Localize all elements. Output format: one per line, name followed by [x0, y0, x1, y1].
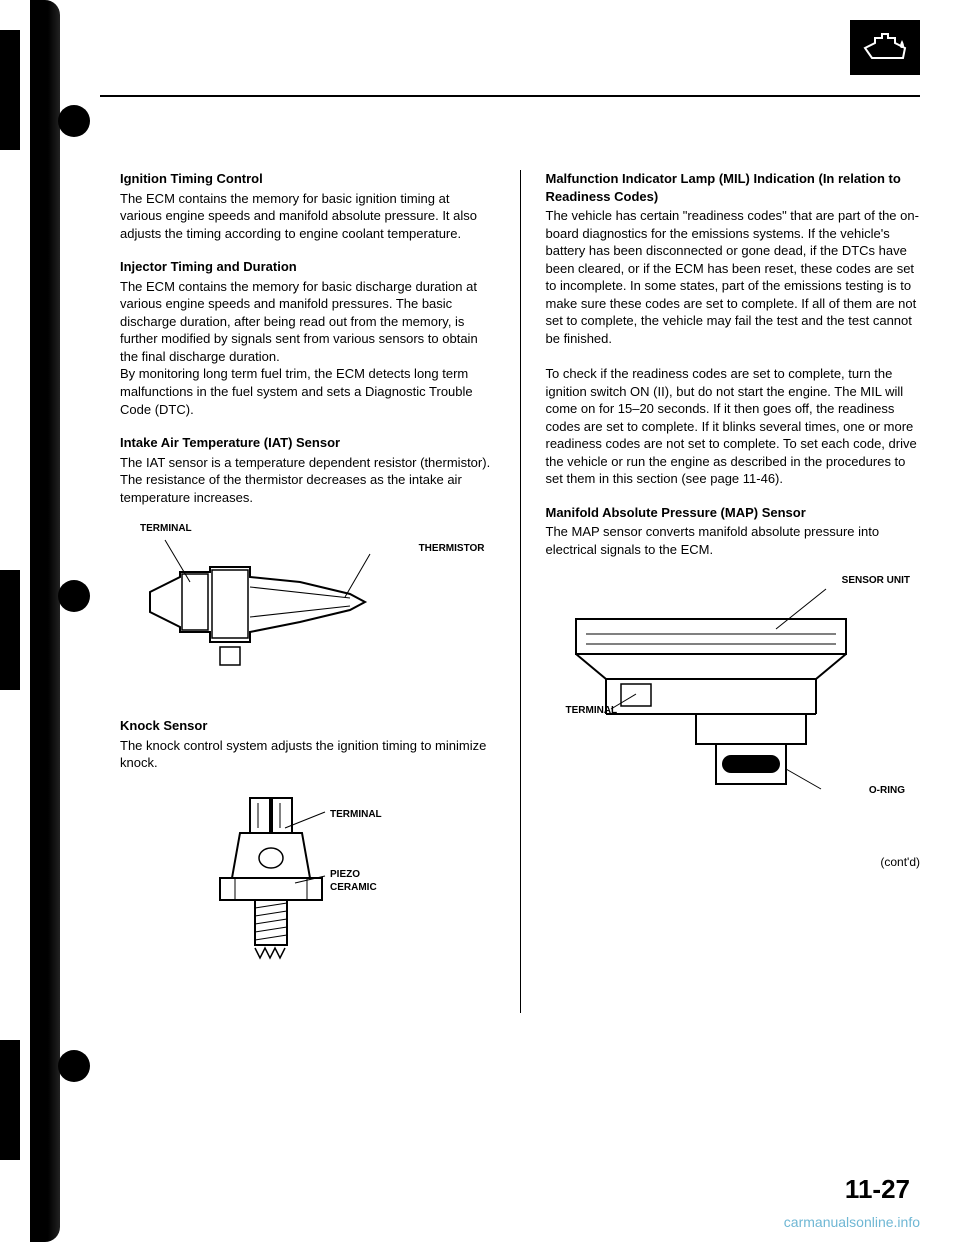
watermark: carmanualsonline.info — [784, 1213, 920, 1232]
section-title: Ignition Timing Control — [120, 170, 495, 188]
section-title: Knock Sensor — [120, 717, 495, 735]
section-body: The ECM contains the memory for basic ig… — [120, 190, 495, 243]
section-body: The vehicle has certain "readiness codes… — [546, 207, 921, 347]
section-title: Intake Air Temperature (IAT) Sensor — [120, 434, 495, 452]
label-oring: O-RING — [869, 784, 905, 798]
section-injector-timing: Injector Timing and Duration The ECM con… — [120, 258, 495, 418]
section-map-sensor: Manifold Absolute Pressure (MAP) Sensor … — [546, 504, 921, 559]
figure-knock-sensor: TERMINAL PIEZO CERAMIC — [180, 788, 495, 988]
page-number: 11-27 — [845, 1172, 910, 1207]
label-thermistor: THERMISTOR — [419, 542, 485, 556]
section-body: The MAP sensor converts manifold absolut… — [546, 523, 921, 558]
section-iat-sensor: Intake Air Temperature (IAT) Sensor The … — [120, 434, 495, 506]
section-body: The ECM contains the memory for basic di… — [120, 278, 495, 418]
section-body: The knock control system adjusts the ign… — [120, 737, 495, 772]
left-column: Ignition Timing Control The ECM contains… — [120, 170, 495, 1013]
section-mil-indication: Malfunction Indicator Lamp (MIL) Indicat… — [546, 170, 921, 488]
section-title: Manifold Absolute Pressure (MAP) Sensor — [546, 504, 921, 522]
right-column: Malfunction Indicator Lamp (MIL) Indicat… — [546, 170, 921, 1013]
section-body: To check if the readiness codes are set … — [546, 365, 921, 488]
section-knock-sensor: Knock Sensor The knock control system ad… — [120, 717, 495, 772]
figure-iat-sensor: TERMINAL THERMISTOR — [120, 522, 495, 692]
section-title: Malfunction Indicator Lamp (MIL) Indicat… — [546, 170, 921, 205]
section-title: Injector Timing and Duration — [120, 258, 495, 276]
figure-map-sensor: SENSOR UNIT TERMINAL O-RING — [546, 574, 921, 824]
continued-label: (cont'd) — [546, 854, 921, 870]
section-ignition-timing: Ignition Timing Control The ECM contains… — [120, 170, 495, 242]
section-body: The IAT sensor is a temperature dependen… — [120, 454, 495, 507]
column-divider — [520, 170, 521, 1013]
